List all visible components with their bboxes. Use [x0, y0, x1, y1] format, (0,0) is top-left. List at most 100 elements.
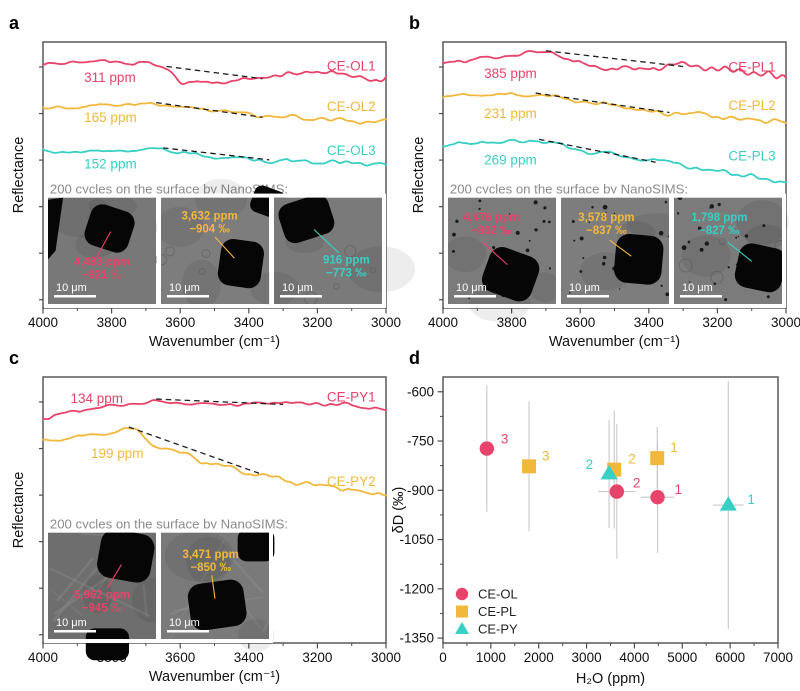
point-label-CE-PL-3: 3	[542, 448, 550, 463]
x-axis-title: Wavenumber (cm⁻¹)	[149, 334, 280, 350]
sem-inset-3: 916 ppm−773 ‰ 10 μm	[250, 193, 416, 309]
sem-speckle	[618, 288, 621, 290]
series-label-CE-OL2: CE-OL2	[327, 99, 376, 114]
sem-ppm-value: 3,471 ppm	[183, 549, 239, 561]
sem-shading	[164, 530, 234, 582]
y-tick-label: -750	[407, 434, 434, 449]
sem-speckle	[676, 212, 680, 215]
sem-texture	[142, 584, 148, 618]
scalebar-label: 10 μm	[682, 282, 713, 294]
scatter-series-CE-PY: 12	[586, 457, 755, 511]
panel-b-letter: b	[409, 13, 420, 33]
ppm-label-CE-PY1: 134 ppm	[70, 391, 123, 406]
ppm-label-CE-PY2: 199 ppm	[91, 446, 144, 461]
x-tick-label: 1000	[476, 650, 506, 665]
scatter-series-CE-OL: 1 2 3	[479, 432, 683, 505]
x-tick-label: 3400	[234, 650, 264, 665]
sem-speckle	[533, 200, 538, 205]
leader-line	[727, 241, 753, 262]
sem-speckle	[713, 282, 717, 285]
x-tick-label: 3400	[234, 315, 264, 330]
sem-speckle	[534, 228, 538, 232]
series-label-CE-PY2: CE-PY2	[327, 474, 376, 489]
scalebar-label: 10 μm	[569, 282, 600, 294]
scalebar-label: 10 μm	[169, 617, 200, 629]
sem-shading	[237, 619, 275, 652]
inset-mask	[670, 193, 786, 309]
series-label-CE-PL1: CE-PL1	[728, 59, 775, 74]
sem-shading	[529, 272, 561, 303]
sem-speckle	[766, 295, 770, 299]
point-label-CE-OL-1: 1	[675, 482, 683, 497]
sem-inset-2: 3,632 ppm−904 ‰ 10 μm	[155, 178, 286, 309]
scale-bar	[680, 295, 722, 298]
data-point-CE-OL-1	[650, 489, 665, 505]
sem-bubble	[710, 270, 724, 285]
series-label-CE-OL3: CE-OL3	[327, 143, 376, 158]
legend-label: CE-OL	[478, 587, 518, 602]
sem-shading	[186, 536, 231, 585]
sem-shading	[736, 200, 789, 245]
sem-speckle	[548, 267, 552, 270]
sem-speckle	[709, 204, 715, 209]
y-tick-label: -600	[407, 384, 434, 399]
x-tick-label: 3000	[572, 650, 602, 665]
legend-item-CE-OL: CE-OL	[455, 587, 518, 602]
panel-b: 4000 3800 3600 3400 3200 3000 Wavenumber (cm⁻¹…	[411, 41, 800, 350]
crystal-blob	[237, 529, 275, 562]
crystal-blob	[187, 579, 247, 631]
spectrum-CE-OL1	[42, 59, 387, 86]
y-tick-label: -900	[407, 483, 434, 498]
x-tick-label: 4000	[619, 650, 649, 665]
spectrum-CE-OL3	[42, 147, 387, 167]
point-label-CE-PL-1: 1	[670, 440, 678, 455]
x-tick-label: 2000	[524, 650, 554, 665]
series-label-CE-OL1: CE-OL1	[327, 58, 376, 73]
sem-shading	[444, 236, 487, 273]
x-tick-label: 3000	[371, 650, 401, 665]
panel-a: 4000 3800 3600 3400 3200 3000 Wavenumber (cm⁻¹…	[11, 41, 416, 350]
sem-speckle	[667, 235, 670, 238]
point-label-CE-PL-2: 2	[628, 452, 636, 467]
sem-speckle	[573, 239, 576, 242]
data-point-CE-PL-1	[650, 451, 665, 466]
scalebar-label: 10 μm	[56, 282, 87, 294]
sem-texture	[55, 557, 95, 602]
sem-ppm-value: 4,483 ppm	[74, 256, 130, 268]
sem-speckle	[687, 240, 691, 244]
scalebar-label: 10 μm	[56, 617, 87, 629]
x-tick-label: 3200	[302, 315, 332, 330]
scale-bar	[280, 295, 322, 298]
trend-dash-CE-PY1	[156, 398, 284, 406]
sem-speckle	[582, 257, 585, 259]
sem-ppm-value: 5,962 ppm	[74, 589, 130, 601]
x-tick-label: 3000	[371, 315, 401, 330]
legend-item-CE-PL: CE-PL	[456, 604, 516, 619]
sem-delta-value: −773 ‰	[326, 267, 367, 279]
x-tick-label: 6000	[715, 650, 745, 665]
point-label-CE-PY-1: 1	[747, 492, 755, 507]
scatter-series-CE-PL: 1 2 3	[522, 440, 678, 477]
sem-shading	[155, 206, 205, 248]
data-point-CE-PL-3	[522, 459, 537, 474]
series-label-CE-PL3: CE-PL3	[728, 148, 775, 163]
sem-delta-value: −837 ‰	[586, 225, 627, 237]
scale-bar	[54, 630, 96, 633]
y-axis-title: Reflectance	[411, 137, 427, 214]
x-tick-label: 4000	[28, 315, 58, 330]
x-tick-label: 3800	[97, 315, 127, 330]
sem-bubble	[333, 283, 340, 290]
scale-bar	[167, 295, 209, 298]
trend-dash-CE-PL2	[535, 92, 670, 114]
sem-shading	[745, 224, 787, 250]
panel-d-letter: d	[409, 348, 420, 368]
inset-mask	[270, 193, 386, 309]
inset-mask	[157, 528, 273, 644]
x-axis-title: H₂O (ppm)	[576, 671, 645, 687]
x-tick-label: 7000	[763, 650, 793, 665]
sem-speckle	[601, 215, 604, 218]
sem-delta-value: −904 ‰	[189, 224, 230, 236]
sem-speckle	[717, 202, 721, 207]
